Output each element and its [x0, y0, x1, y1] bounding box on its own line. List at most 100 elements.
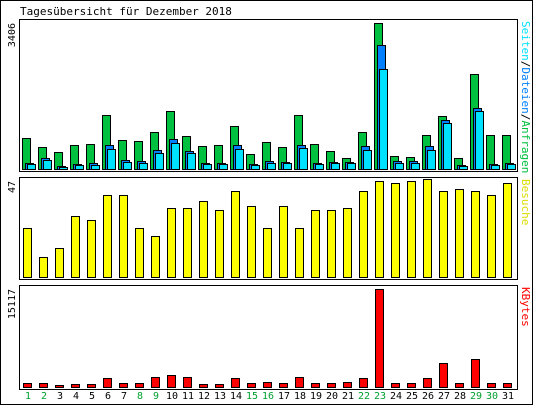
- day-label-24: 24: [390, 391, 402, 402]
- bar-kbytes-day-26: [423, 378, 432, 388]
- bar-pages-day-13: [219, 164, 228, 170]
- bar-pages-day-10: [171, 143, 180, 170]
- bar-kbytes-day-12: [199, 384, 208, 388]
- bar-besuche-day-6: [103, 195, 112, 278]
- bar-kbytes-day-2: [39, 383, 48, 388]
- bar-pages-day-6: [107, 149, 116, 170]
- bar-kbytes-day-25: [407, 383, 416, 388]
- day-label-7: 7: [121, 391, 127, 402]
- bar-kbytes-day-3: [55, 385, 64, 388]
- bar-pages-day-28: [459, 166, 468, 170]
- panel-3-legend: KBytes: [519, 287, 532, 327]
- bar-besuche-day-5: [87, 220, 96, 278]
- day-label-26: 26: [422, 391, 434, 402]
- bar-kbytes-day-13: [215, 384, 224, 388]
- bar-kbytes-day-1: [23, 383, 32, 388]
- day-label-22: 22: [358, 391, 370, 402]
- bar-kbytes-day-8: [135, 383, 144, 388]
- bar-pages-day-15: [251, 165, 260, 170]
- bar-besuche-day-12: [199, 201, 208, 278]
- bar-besuche-day-25: [407, 181, 416, 278]
- day-label-19: 19: [310, 391, 322, 402]
- bar-besuche-day-3: [55, 248, 64, 278]
- bar-kbytes-day-31: [503, 383, 512, 388]
- bar-kbytes-day-23: [375, 289, 384, 388]
- day-label-12: 12: [198, 391, 210, 402]
- bar-besuche-day-18: [295, 228, 304, 278]
- bar-kbytes-day-15: [247, 383, 256, 388]
- bar-besuche-day-19: [311, 210, 320, 278]
- bar-besuche-day-14: [231, 191, 240, 278]
- bar-pages-day-31: [507, 164, 516, 170]
- bar-pages-day-21: [347, 163, 356, 170]
- bar-besuche-day-1: [23, 228, 32, 278]
- day-label-9: 9: [153, 391, 159, 402]
- bar-pages-day-9: [155, 153, 164, 170]
- day-label-29: 29: [470, 391, 482, 402]
- bar-kbytes-day-18: [295, 377, 304, 388]
- day-label-13: 13: [214, 391, 226, 402]
- day-label-5: 5: [89, 391, 95, 402]
- bar-kbytes-day-4: [71, 384, 80, 388]
- bar-pages-day-3: [59, 167, 68, 170]
- bar-pages-day-16: [267, 163, 276, 170]
- panel-3-max-label: 15117: [7, 289, 18, 319]
- bar-besuche-day-30: [487, 195, 496, 278]
- bar-pages-day-8: [139, 163, 148, 170]
- bar-kbytes-day-11: [183, 377, 192, 388]
- bar-kbytes-day-16: [263, 382, 272, 388]
- bar-besuche-day-27: [439, 191, 448, 278]
- bar-besuche-day-9: [151, 236, 160, 278]
- bar-kbytes-day-29: [471, 359, 480, 388]
- bar-kbytes-day-7: [119, 383, 128, 388]
- bar-pages-day-7: [123, 162, 132, 170]
- day-label-16: 16: [262, 391, 274, 402]
- bar-pages-day-19: [315, 164, 324, 170]
- bar-besuche-day-10: [167, 208, 176, 278]
- bar-pages-day-5: [91, 165, 100, 170]
- bar-kbytes-day-30: [487, 383, 496, 388]
- bar-kbytes-day-19: [311, 383, 320, 388]
- bar-kbytes-day-5: [87, 384, 96, 388]
- bar-besuche-day-20: [327, 210, 336, 278]
- day-label-21: 21: [342, 391, 354, 402]
- bar-besuche-day-28: [455, 189, 464, 278]
- bar-pages-day-1: [27, 164, 36, 170]
- bar-besuche-day-4: [71, 216, 80, 278]
- bar-besuche-day-11: [183, 208, 192, 278]
- bar-besuche-day-2: [39, 257, 48, 278]
- chart-title: Tagesübersicht für Dezember 2018: [20, 5, 232, 18]
- bar-pages-day-24: [395, 163, 404, 170]
- bar-besuche-day-15: [247, 206, 256, 278]
- day-label-25: 25: [406, 391, 418, 402]
- bar-besuche-day-21: [343, 208, 352, 278]
- bar-pages-day-18: [299, 148, 308, 170]
- panel-2-max-label: 47: [7, 181, 18, 193]
- bar-besuche-day-23: [375, 181, 384, 278]
- day-label-28: 28: [454, 391, 466, 402]
- day-label-6: 6: [105, 391, 111, 402]
- day-label-31: 31: [502, 391, 514, 402]
- bar-kbytes-day-27: [439, 363, 448, 388]
- bar-pages-day-17: [283, 163, 292, 170]
- day-label-10: 10: [166, 391, 178, 402]
- bar-pages-day-11: [187, 153, 196, 170]
- day-label-23: 23: [374, 391, 386, 402]
- bar-besuche-day-24: [391, 183, 400, 278]
- bar-kbytes-day-17: [279, 383, 288, 388]
- panel-1-legend: Seiten/Dateien/Anfragen: [519, 21, 532, 173]
- bar-pages-day-30: [491, 165, 500, 170]
- day-label-20: 20: [326, 391, 338, 402]
- bar-kbytes-day-24: [391, 383, 400, 388]
- bar-besuche-day-16: [263, 228, 272, 278]
- panel-3-frame: [19, 285, 518, 390]
- bar-kbytes-day-9: [151, 377, 160, 388]
- bar-pages-day-26: [427, 150, 436, 170]
- day-label-1: 1: [25, 391, 31, 402]
- bar-besuche-day-13: [215, 210, 224, 278]
- bar-pages-day-4: [75, 165, 84, 170]
- day-label-14: 14: [230, 391, 242, 402]
- panel-2-legend: Besuche: [519, 179, 532, 225]
